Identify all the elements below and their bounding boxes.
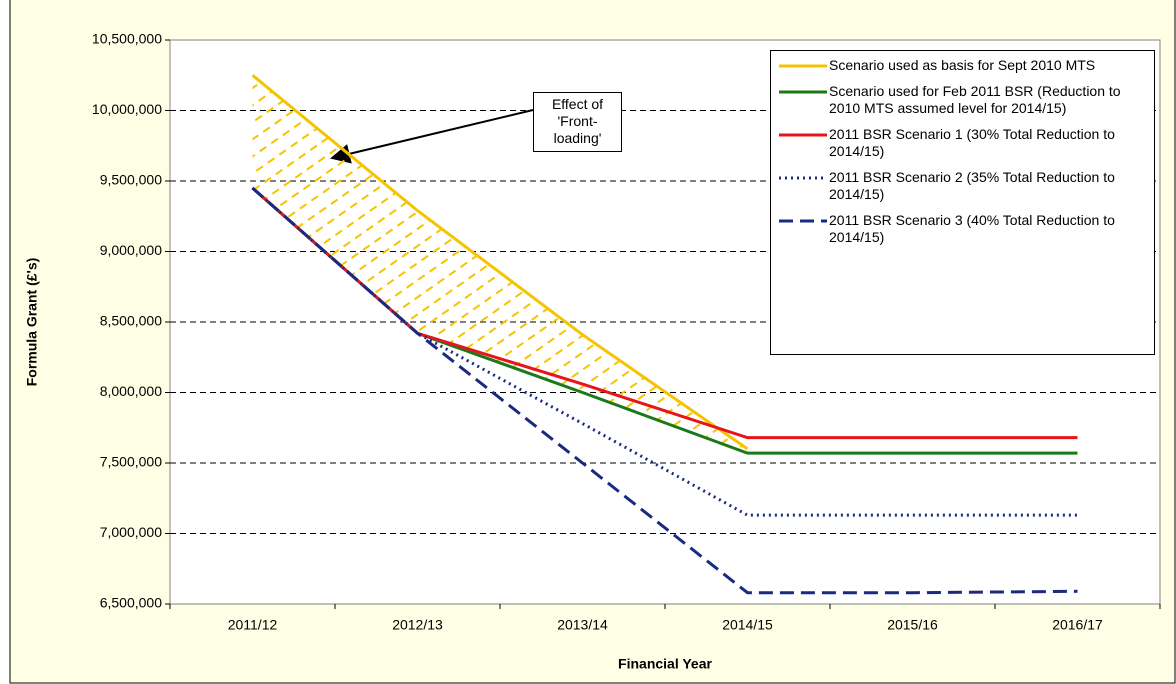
legend-label: 2011 BSR Scenario 3 (40% Total Reduction… [829, 212, 1115, 245]
legend-label: 2011 BSR Scenario 1 (30% Total Reduction… [829, 126, 1115, 159]
x-tick-label: 2014/15 [722, 617, 773, 633]
annotation-line: Effect of [551, 96, 604, 112]
y-tick-label: 8,500,000 [100, 313, 162, 329]
annotation-line: 'Front- [557, 113, 598, 129]
y-tick-label: 7,000,000 [100, 524, 162, 540]
y-tick-label: 10,500,000 [92, 31, 162, 47]
x-tick-label: 2013/14 [557, 617, 608, 633]
legend-swatch [779, 90, 827, 94]
legend-entry: Scenario used for Feb 2011 BSR (Reductio… [777, 83, 1146, 117]
legend-swatch [779, 219, 827, 223]
x-tick-label: 2012/13 [392, 617, 443, 633]
y-axis-title: Formula Grant (£'s) [24, 258, 40, 387]
legend: Scenario used as basis for Sept 2010 MTS… [770, 50, 1155, 355]
legend-label: 2011 BSR Scenario 2 (35% Total Reduction… [829, 169, 1115, 202]
y-tick-label: 9,500,000 [100, 172, 162, 188]
legend-label: Scenario used for Feb 2011 BSR (Reductio… [829, 83, 1121, 116]
annotation: Effect of 'Front-loading' [533, 92, 622, 152]
legend-swatch [779, 64, 827, 68]
legend-swatch [779, 176, 827, 180]
y-tick-label: 9,000,000 [100, 242, 162, 258]
series-line [251, 186, 1078, 595]
legend-entry: Scenario used as basis for Sept 2010 MTS [777, 57, 1146, 74]
x-tick-label: 2016/17 [1052, 617, 1103, 633]
x-tick-label: 2015/16 [887, 617, 938, 633]
annotation-line: loading' [553, 130, 602, 146]
y-tick-label: 10,000,000 [92, 101, 162, 117]
annotation-arrow [330, 109, 534, 164]
legend-label: Scenario used as basis for Sept 2010 MTS [829, 57, 1096, 73]
legend-entry: 2011 BSR Scenario 1 (30% Total Reduction… [777, 126, 1146, 160]
series-line [251, 186, 1078, 440]
y-tick-label: 6,500,000 [100, 595, 162, 611]
legend-entry: 2011 BSR Scenario 3 (40% Total Reduction… [777, 212, 1146, 246]
x-tick-label: 2011/12 [228, 617, 278, 633]
x-axis-title: Financial Year [618, 656, 712, 672]
legend-entry: 2011 BSR Scenario 2 (35% Total Reduction… [777, 169, 1146, 203]
legend-swatch [779, 133, 827, 137]
y-tick-label: 8,000,000 [100, 383, 162, 399]
series-line [251, 74, 749, 451]
y-tick-label: 7,500,000 [100, 454, 162, 470]
